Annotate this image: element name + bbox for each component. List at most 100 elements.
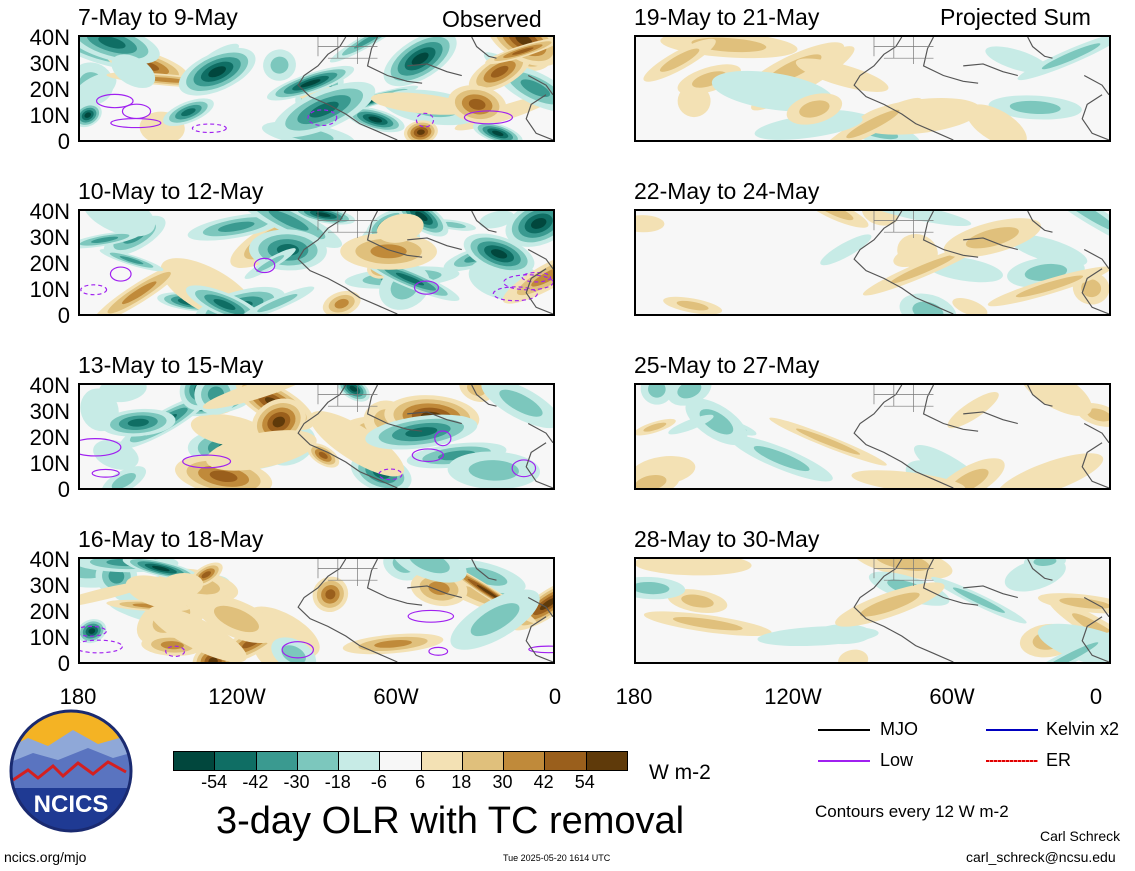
y-tick-label: 40N (29, 199, 70, 224)
coastline (853, 559, 1109, 662)
panel-title-proj-1: 19-May to 21-May (634, 4, 820, 30)
map-svg (636, 37, 1109, 140)
olr-anomaly-blob (468, 460, 519, 481)
low-contour (428, 646, 449, 656)
olr-anomaly-blob (318, 451, 328, 459)
colorbar-tick-label: -6 (370, 772, 387, 792)
y-tick-label: 30N (29, 573, 70, 598)
colorbar-tick-label: 6 (415, 772, 426, 792)
footer-email[interactable]: carl_schreck@ncsu.edu (966, 849, 1116, 865)
panel-title-obs-2: 10-May to 12-May (78, 178, 264, 204)
olr-anomaly-blob (272, 416, 286, 428)
map-svg (80, 211, 553, 314)
olr-anomaly-blob (676, 300, 709, 311)
coastline (297, 37, 553, 140)
low-contour (182, 454, 232, 469)
colorbar-tick-label: -54 (201, 772, 228, 792)
olr-anomaly-blob (1072, 613, 1109, 648)
border-lines (873, 211, 934, 238)
olr-anomaly-blob (1059, 597, 1109, 609)
map-svg (80, 385, 553, 488)
y-tick-label: 0 (57, 303, 70, 328)
colorbar-tick-label: 42 (533, 772, 554, 792)
olr-anomaly-blob (985, 46, 1049, 74)
map-panel-proj-1 (634, 35, 1111, 142)
olr-anomaly-blob (846, 109, 900, 139)
x-tick-label: 120W (764, 684, 822, 709)
olr-anomaly-blob (947, 392, 999, 429)
footer-url[interactable]: ncics.org/mjo (4, 849, 87, 865)
colorbar-tick-label: 30 (492, 772, 513, 792)
y-tick-label: 40N (29, 25, 70, 50)
low-contour (413, 280, 440, 295)
low-contour (528, 645, 553, 654)
border-lines (317, 385, 378, 412)
x-tick-label: 180 (615, 684, 653, 709)
olr-anomaly-blob (1009, 100, 1061, 115)
olr-anomaly-blob (463, 567, 508, 586)
coastline (297, 211, 553, 314)
olr-anomaly-blob (415, 211, 428, 221)
low-contour (80, 639, 123, 654)
olr-anomaly-blob (111, 472, 136, 488)
olr-anomaly-blob (416, 129, 425, 135)
legend-line-mjo (818, 729, 870, 731)
colorbar-segment (256, 752, 298, 770)
olr-anomaly-blob (268, 211, 309, 231)
olr-anomaly-blob (862, 211, 972, 227)
map-panel-obs-2 (78, 209, 555, 316)
olr-anomaly-blob (636, 559, 752, 576)
olr-anomaly-blob (490, 249, 508, 259)
olr-anomaly-blob (512, 47, 534, 55)
olr-anomaly-blob (636, 474, 667, 488)
olr-anomaly-blob (1056, 211, 1109, 232)
olr-anomaly-blob (281, 645, 306, 662)
low-contour (407, 609, 455, 623)
olr-anomaly-blob (677, 385, 702, 399)
low-contour (95, 93, 134, 109)
low-contour (378, 468, 403, 481)
olr-anomaly-blob (428, 581, 450, 595)
olr-anomaly-blob (492, 130, 504, 137)
low-contour (80, 625, 107, 637)
x-tick-label: 60W (929, 684, 975, 709)
panel-title-proj-4: 28-May to 30-May (634, 526, 820, 552)
map-svg (80, 559, 553, 662)
olr-anomaly-blob (796, 428, 861, 455)
colorbar-segment (174, 752, 216, 770)
low-contour (109, 266, 132, 282)
olr-anomaly-blob (98, 37, 126, 49)
olr-anomaly-blob (82, 211, 156, 237)
y-tick-label: 20N (29, 77, 70, 102)
olr-anomaly-blob (201, 571, 211, 579)
y-tick-label: 40N (29, 547, 70, 572)
panel-title-proj-2: 22-May to 24-May (634, 178, 820, 204)
panel-title-obs-3: 13-May to 15-May (78, 352, 264, 378)
x-tick-label: 0 (548, 684, 562, 709)
olr-anomaly-blob (1033, 559, 1057, 566)
olr-anomaly-blob (88, 628, 96, 634)
legend-line-low (818, 760, 870, 762)
olr-anomaly-blob (93, 439, 139, 470)
olr-anomaly-blob (316, 212, 331, 217)
y-tick-label: 0 (57, 129, 70, 154)
low-contour (511, 459, 537, 478)
olr-anomaly-blob (108, 568, 125, 584)
colorbar-segment (421, 752, 463, 770)
low-contour (415, 112, 435, 128)
legend-line-er (986, 760, 1038, 762)
olr-anomaly-blob (408, 559, 450, 574)
logo-text: NCICS (34, 791, 109, 818)
coastline (853, 385, 1109, 488)
olr-anomaly-blob (799, 100, 830, 118)
low-contour (253, 257, 276, 274)
panel-title-obs-4: 16-May to 18-May (78, 526, 264, 552)
olr-anomaly-blob (817, 211, 854, 221)
olr-anomaly-blob (636, 215, 665, 233)
olr-anomaly-blob (479, 211, 515, 229)
map-panel-obs-1 (78, 35, 555, 142)
olr-anomaly-blob (206, 430, 317, 471)
olr-anomaly-blob (91, 236, 119, 243)
map-svg (636, 385, 1109, 488)
border-lines (317, 37, 378, 64)
